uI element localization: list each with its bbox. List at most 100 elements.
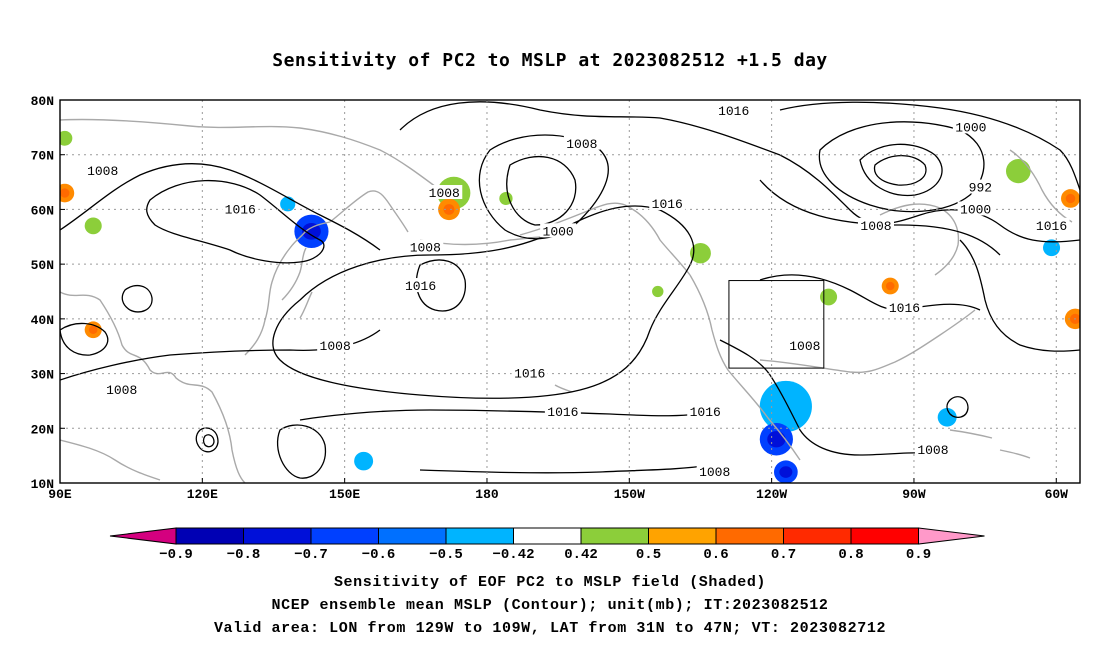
sensitivity-blob-core	[88, 325, 98, 334]
colorbar-segment	[580, 527, 649, 545]
hudson-coastline	[879, 203, 960, 276]
contour-line	[719, 339, 951, 456]
colorbar-label: 0.7	[771, 547, 796, 563]
colorbar-segment	[243, 527, 312, 545]
colorbar-segment	[850, 527, 919, 545]
siberia-coastline	[60, 118, 441, 191]
lon-tick-label: 90E	[48, 487, 72, 502]
contour-label: 1016	[652, 197, 683, 212]
contour-line	[60, 322, 109, 356]
colorbar-segment	[513, 527, 582, 545]
sensitivity-blob-light-blue	[937, 408, 957, 427]
contour-line	[419, 464, 711, 474]
sensitivity-blob-core	[302, 222, 321, 240]
colorbar-segment	[648, 527, 717, 545]
lon-tick-label: 180	[475, 487, 499, 502]
lon-axis: 90E 120E 150E 180 150W 120W 90W 60W	[48, 478, 1068, 502]
contour-label: 1008	[106, 383, 137, 398]
contour-label-bg	[222, 201, 259, 216]
contour-label: 1008	[699, 465, 730, 480]
contour-label-bg	[786, 338, 823, 353]
contour-label: 1008	[410, 241, 441, 256]
colorbar-segment	[310, 527, 379, 545]
contour-line	[959, 239, 1080, 352]
colorbar-label: 0.5	[636, 547, 661, 563]
contour-label-bg	[1033, 217, 1070, 232]
plot-area: 1016 1008 1008 1000 992 1000 1008 1016 1016 1008 1…	[59, 99, 1081, 484]
indonesia-coastline	[60, 439, 161, 481]
contour-label-bg	[649, 195, 686, 210]
lat-tick-label: 80N	[31, 94, 54, 109]
contour-line	[759, 274, 981, 311]
lon-tick-label: 120E	[187, 487, 218, 502]
contour-label: 1016	[405, 279, 436, 294]
contour-line	[859, 143, 943, 197]
lat-tick-label: 10N	[31, 477, 54, 492]
contour-label: 1008	[320, 339, 351, 354]
shading-layer	[60, 130, 1080, 483]
contour-label-bg	[563, 135, 600, 150]
colorbar-segment	[783, 527, 852, 545]
na-west-coastline	[689, 274, 801, 461]
sensitivity-blob-core	[767, 431, 786, 448]
colorbar-label: 0.8	[838, 547, 863, 563]
contour-label: 1008	[566, 137, 597, 152]
japan-coastline	[281, 247, 313, 319]
contour-label: 1008	[860, 219, 891, 234]
colorbar-segment	[445, 527, 514, 545]
contour-line	[195, 427, 219, 453]
colorbar-right-triangle	[918, 527, 985, 545]
sensitivity-blob-core	[443, 204, 455, 215]
colorbar-segment	[175, 527, 244, 545]
contour-line	[946, 396, 969, 419]
contour-line	[506, 155, 577, 226]
contour-label: 1016	[514, 367, 545, 382]
colorbar-label: −0.7	[294, 547, 328, 563]
contour-label-bg	[84, 163, 121, 178]
contour-label-bg	[402, 278, 439, 293]
contour-label-bg	[966, 179, 995, 194]
colorbar-label: 0.6	[703, 547, 728, 563]
contour-label: 1000	[955, 120, 986, 135]
alaska-coastline	[519, 202, 691, 276]
sensitivity-blob-light-blue	[759, 380, 812, 432]
contour-label-bg	[886, 299, 923, 314]
lat-tick-label: 40N	[31, 313, 54, 328]
lon-tick-label: 90W	[902, 487, 926, 502]
colorbar-segment	[378, 527, 447, 545]
sensitivity-blob-green	[820, 288, 838, 306]
caption-line-1: Sensitivity of EOF PC2 to MSLP field (Sh…	[333, 574, 767, 591]
sensitivity-blob-core	[885, 281, 895, 291]
sensitivity-blob-core	[779, 466, 793, 478]
contour-line	[299, 409, 721, 421]
contour-line	[779, 101, 1080, 191]
colorbar: −0.9 −0.8 −0.7 −0.6 −0.5 −0.42 0.42 0.5 0.6 0.7 0.…	[109, 527, 985, 563]
contour-label: 1016	[690, 405, 721, 420]
contour-label: 1008	[917, 443, 948, 458]
contour-label-bg	[103, 381, 140, 396]
caribbean-islands	[949, 429, 1031, 459]
map-title: Sensitivity of PC2 to MSLP at 2023082512…	[272, 50, 828, 71]
contour-label: 1008	[789, 339, 820, 354]
map-frame	[59, 99, 1081, 484]
contour-label-bg	[426, 185, 463, 200]
lon-tick-label: 150E	[329, 487, 360, 502]
sensitivity-blob-green	[60, 130, 73, 146]
contour-label-bg	[957, 201, 994, 216]
contour-label-bg	[687, 403, 724, 418]
lon-tick-label: 120W	[756, 487, 787, 502]
contour-label: 1016	[1036, 219, 1067, 234]
contour-line	[399, 101, 1080, 243]
contour-line	[272, 205, 695, 399]
lat-axis: 80N 70N 60N 50N 40N 30N 20N 10N	[31, 94, 65, 492]
kamchatka-coastline	[329, 190, 409, 233]
asia-coastline	[60, 291, 246, 483]
contour-label: 1016	[225, 202, 256, 217]
contour-label: 1008	[87, 164, 118, 179]
lat-tick-label: 60N	[31, 203, 54, 218]
contour-line	[202, 434, 215, 448]
contour-label-bg	[858, 217, 894, 232]
colorbar-label: 0.9	[906, 547, 931, 563]
contour-label: 1016	[718, 104, 749, 119]
